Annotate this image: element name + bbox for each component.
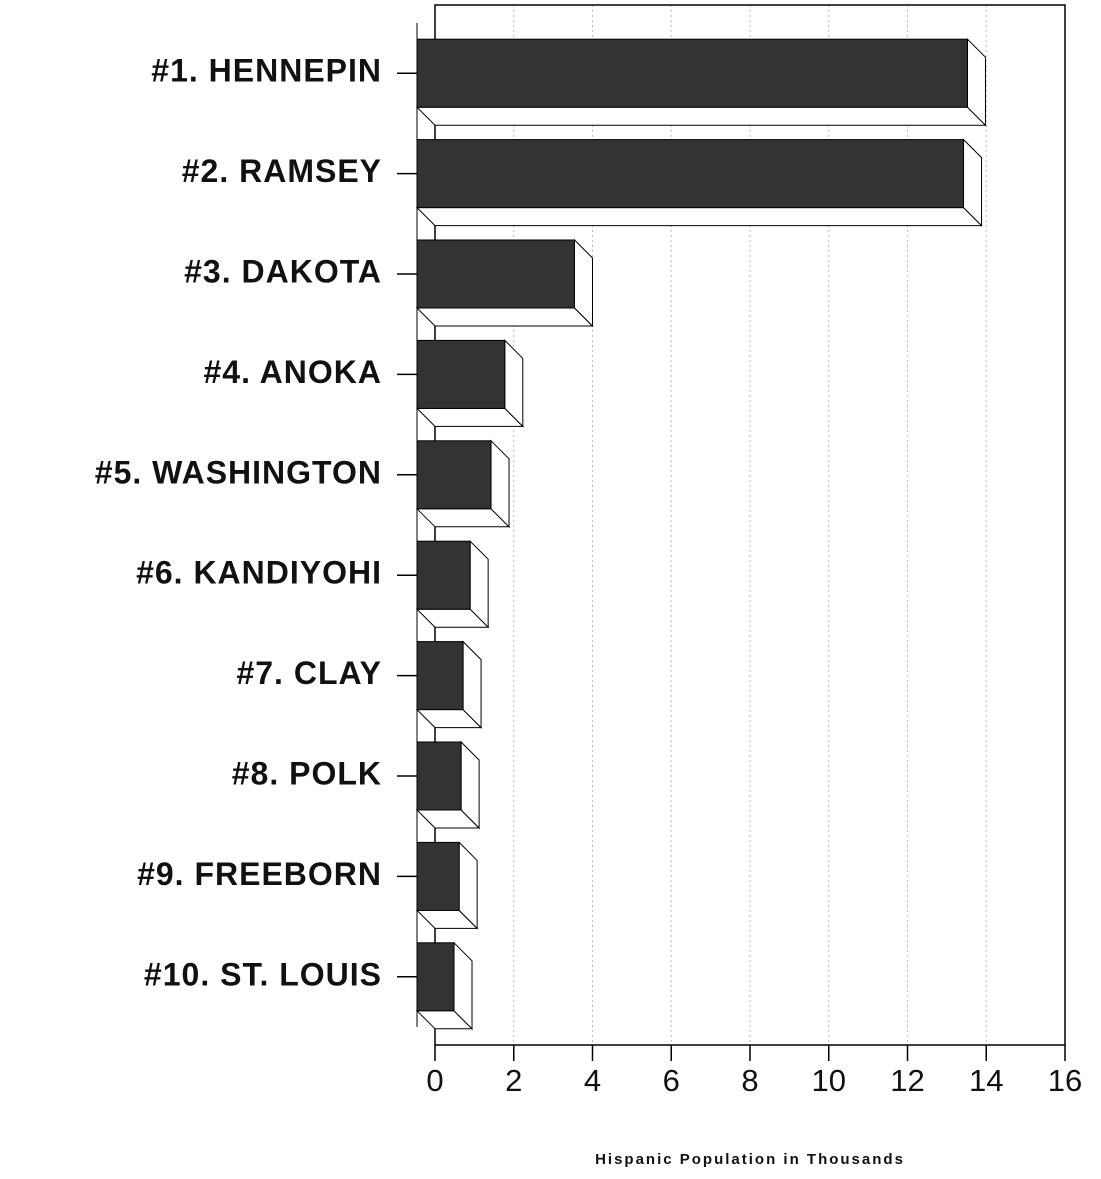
x-tick-label: 12 (890, 1063, 924, 1098)
y-tick-label: #2. RAMSEY (182, 153, 382, 189)
bar (415, 539, 490, 629)
bar-front-face (416, 339, 506, 409)
y-tick-label: #7. CLAY (236, 655, 382, 691)
bar-front-face (416, 239, 575, 309)
bar-front-face (416, 139, 965, 209)
bar-bottom-face (415, 307, 594, 327)
x-tick-label: 6 (663, 1063, 680, 1098)
y-tick-label: #6. KANDIYOHI (136, 555, 382, 591)
x-tick-label: 14 (969, 1063, 1003, 1098)
x-tick-label: 8 (741, 1063, 758, 1098)
bar-front-face (416, 841, 460, 911)
bar (415, 37, 987, 127)
bar (415, 740, 481, 830)
y-tick-label: #4. ANOKA (203, 354, 382, 390)
x-tick-label: 10 (812, 1063, 846, 1098)
bar (415, 339, 525, 428)
x-tick-label: 0 (426, 1063, 443, 1098)
y-tick-label: #8. POLK (232, 755, 382, 791)
bar-front-face (416, 641, 464, 711)
y-tick-label: #5. WASHINGTON (95, 454, 382, 490)
y-tick-label: #9. FREEBORN (137, 856, 382, 892)
bar (415, 841, 479, 930)
bar-front-face (416, 38, 968, 108)
y-tick-label: #1. HENNEPIN (151, 53, 382, 89)
bar (415, 238, 594, 328)
bar-front-face (416, 942, 455, 1012)
bar (415, 640, 483, 729)
bar-front-face (416, 440, 492, 510)
x-tick-label: 4 (584, 1063, 601, 1098)
x-axis-label: Hispanic Population in Thousands (595, 1151, 905, 1168)
y-tick-label: #3. DAKOTA (184, 253, 382, 289)
x-tick-label: 2 (505, 1063, 522, 1098)
bar-front-face (416, 540, 471, 610)
y-tick-label: #10. ST. LOUIS (144, 956, 382, 992)
bar-bottom-face (415, 106, 987, 126)
bar (415, 138, 983, 227)
x-tick-label: 16 (1048, 1063, 1082, 1098)
bar-bottom-face (415, 207, 983, 227)
bar-front-face (416, 741, 462, 811)
bar (415, 941, 474, 1031)
bar (415, 439, 511, 529)
